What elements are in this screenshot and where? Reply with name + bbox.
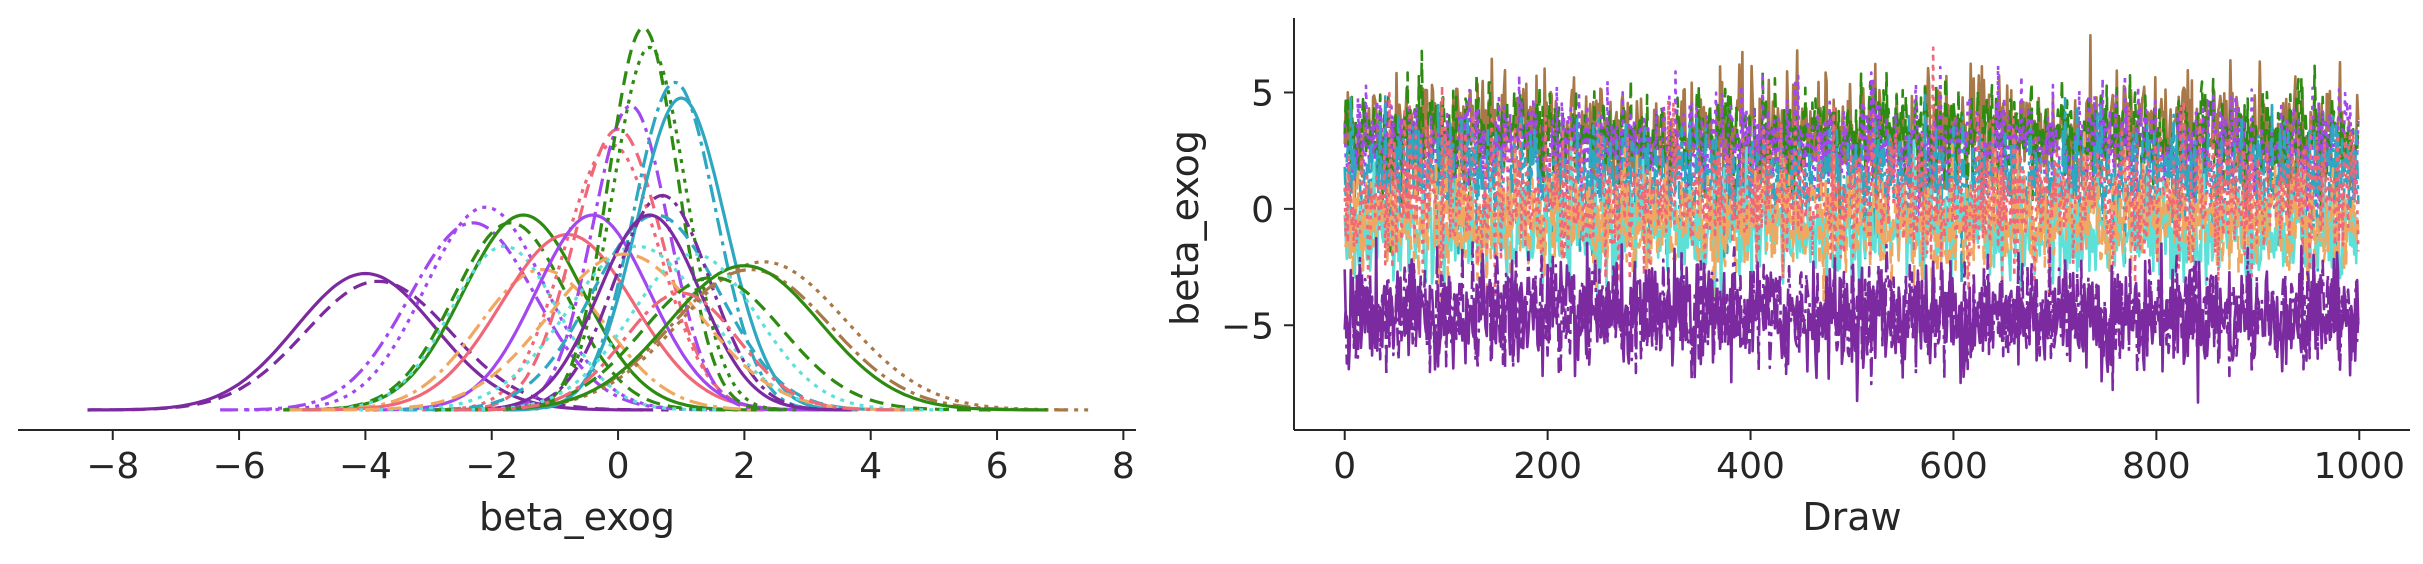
trace-x-tick-label: 200 [1513,446,1582,487]
trace-x-axis-title: Draw [1802,495,1901,539]
density-x-ticks: −8 −6 −4 −2 0 2 4 6 8 [86,430,1135,487]
trace-x-tick-label: 800 [2122,446,2191,487]
density-x-tick-label: −6 [213,446,266,487]
density-curve [283,221,739,412]
trace-y-axis-title: beta_exog [1163,130,1207,326]
density-curve [441,252,947,412]
trace-x-tick-label: 0 [1333,446,1356,487]
density-curve [289,244,720,412]
density-curve [365,213,821,412]
density-x-tick-label: 6 [986,446,1009,487]
trace-y-tick-label: −5 [1221,306,1274,347]
trace-lines [1343,34,2360,404]
density-x-tick-label: 0 [607,446,630,487]
density-curves [87,26,1092,412]
density-x-tick-label: −8 [86,446,139,487]
density-x-tick-label: 2 [733,446,756,487]
density-curve [359,244,915,412]
trace-y-tick-label: 5 [1251,73,1274,114]
trace-x-tick-label: 1000 [2313,446,2405,487]
density-curve [504,96,859,412]
trace-x-tick-label: 600 [1919,446,1988,487]
density-curve [447,213,852,412]
trace-y-ticks: −5 0 5 [1221,73,1294,347]
trace-x-ticks: 0 200 400 600 800 1000 [1333,430,2405,487]
density-curve [245,205,726,412]
density-panel: −8 −6 −4 −2 0 2 4 6 8 beta_exog [18,26,1136,539]
density-curve [441,264,1048,412]
trace-line [1343,46,2360,305]
trace-panel: 0 200 400 600 800 1000 −5 0 5 Draw beta_exog [1163,18,2410,539]
density-curve [283,213,764,412]
density-curve [510,80,840,412]
trace-y-tick-label: 0 [1251,190,1274,231]
density-x-tick-label: −4 [339,446,392,487]
density-x-tick-label: 8 [1112,446,1135,487]
density-x-tick-label: 4 [859,446,882,487]
density-curve [220,221,726,412]
trace-x-tick-label: 400 [1716,446,1785,487]
density-curve [87,279,669,412]
density-curve [422,143,802,412]
density-curve [453,291,909,412]
density-x-tick-label: −2 [465,446,518,487]
density-curve [472,193,852,412]
trace-line [1343,236,2360,404]
density-x-axis-title: beta_exog [479,495,675,539]
